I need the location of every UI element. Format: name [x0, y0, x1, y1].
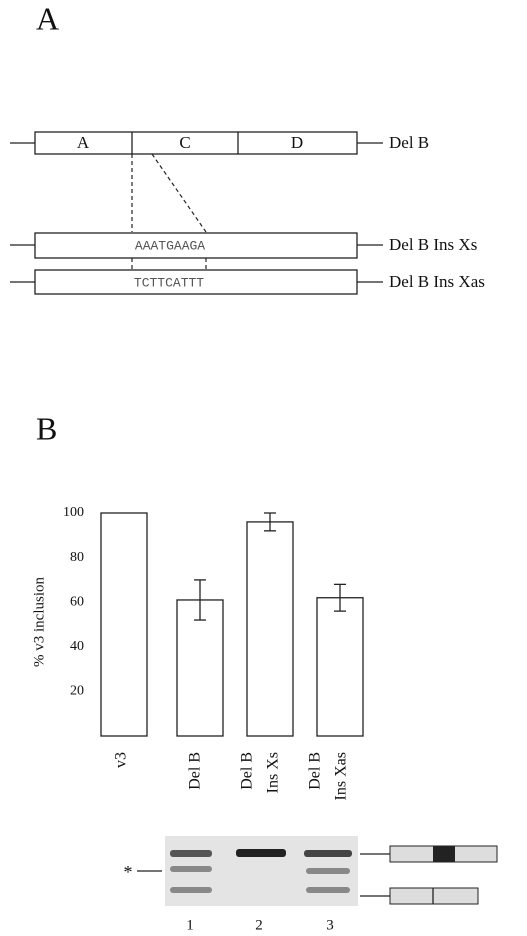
y-tick-label: 100: [63, 505, 84, 520]
lane-label: 2: [255, 917, 263, 933]
lane-label: 3: [326, 917, 334, 933]
dashed-line: [152, 154, 206, 232]
construct-name: Del B Ins Xs: [389, 235, 477, 254]
gel-band: [306, 887, 350, 893]
insert-sequence: TCTTCATTT: [134, 275, 204, 290]
exon-block: [433, 846, 455, 862]
segment-label: A: [77, 133, 90, 152]
asterisk: *: [124, 862, 133, 882]
y-tick-label: 40: [70, 639, 84, 654]
gel-band: [170, 850, 212, 857]
x-tick-label: Del B: [187, 752, 204, 790]
gel-band: [170, 887, 212, 893]
x-tick-label: Ins Xas: [333, 752, 350, 800]
segment-label: C: [179, 133, 190, 152]
gel-band: [304, 850, 352, 857]
figure: A A C D Del B AAATGAAGA Del B Ins Xs TCT…: [0, 0, 527, 936]
bar: [317, 598, 363, 736]
panel-label: B: [36, 410, 57, 446]
y-tick-label: 80: [70, 550, 84, 565]
x-tick-label: v3: [113, 752, 130, 768]
bar: [247, 522, 293, 736]
construct-name: Del B Ins Xas: [389, 272, 485, 291]
gel-band: [306, 868, 350, 874]
gel-band: [236, 849, 286, 857]
construct-name: Del B: [389, 133, 429, 152]
lane-label: 1: [186, 917, 194, 933]
x-tick-label: Ins Xs: [265, 752, 282, 793]
y-axis-label: % v3 inclusion: [31, 577, 47, 667]
panel-label: A: [36, 0, 59, 36]
y-tick-label: 60: [70, 594, 84, 609]
gel-band: [170, 866, 212, 872]
segment-label: D: [291, 133, 303, 152]
x-tick-label: Del B: [239, 752, 256, 790]
x-tick-label: Del B: [307, 752, 324, 790]
product-schematic: [390, 888, 478, 904]
insert-sequence: AAATGAAGA: [135, 238, 205, 253]
bar: [101, 513, 147, 736]
y-tick-label: 20: [70, 684, 84, 699]
